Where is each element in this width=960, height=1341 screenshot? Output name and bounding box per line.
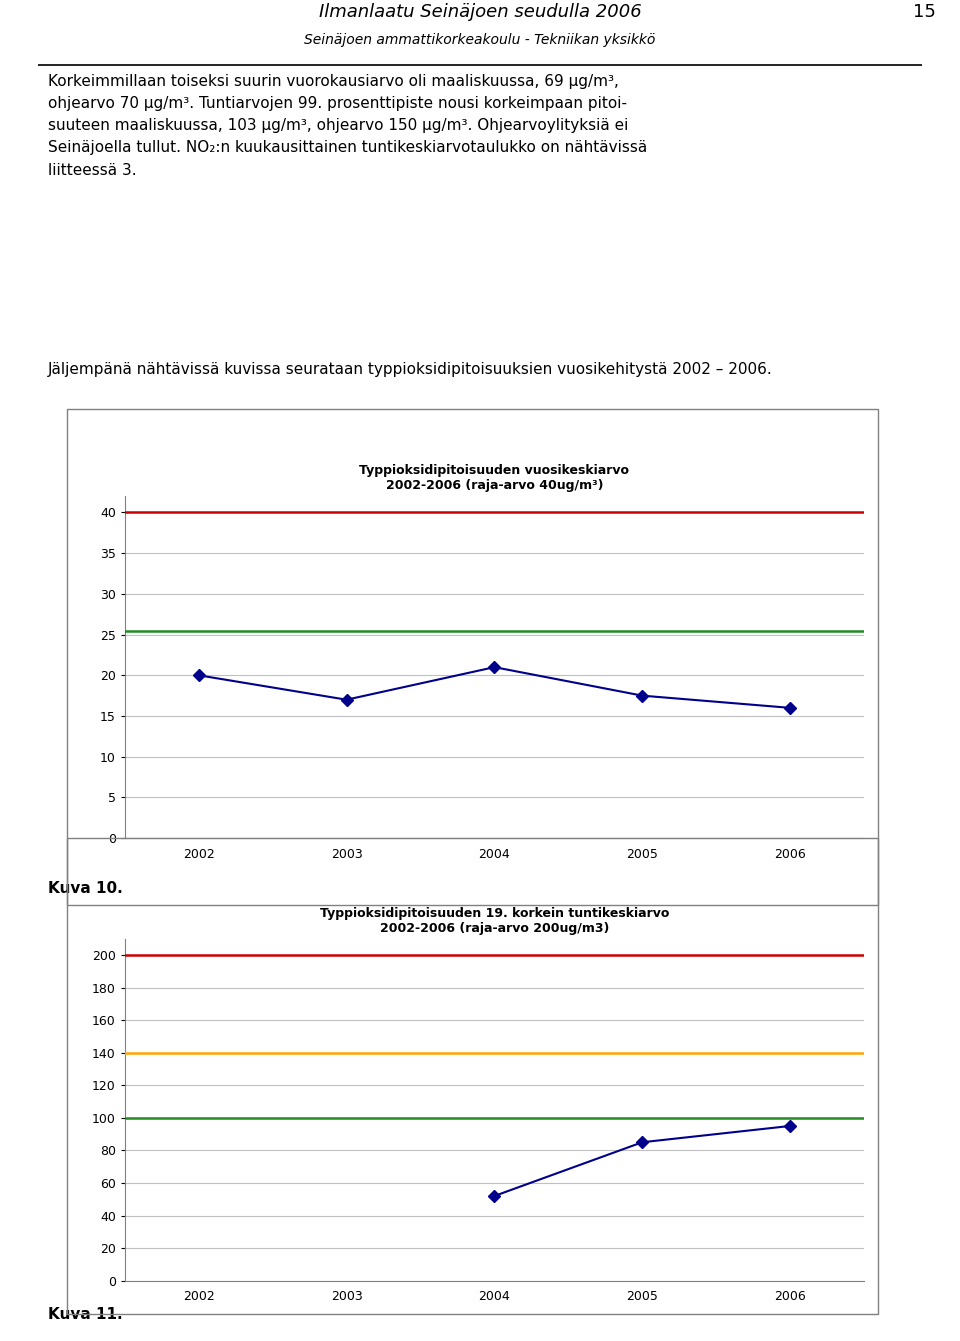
Text: 15: 15 xyxy=(913,3,936,21)
Text: Seinäjoen ammattikorkeakoulu - Tekniikan yksikkö: Seinäjoen ammattikorkeakoulu - Tekniikan… xyxy=(304,34,656,47)
Text: Korkeimmillaan toiseksi suurin vuorokausiarvo oli maaliskuussa, 69 μg/m³,
ohjear: Korkeimmillaan toiseksi suurin vuorokaus… xyxy=(48,74,647,177)
Text: Ilmanlaatu Seinäjoen seudulla 2006: Ilmanlaatu Seinäjoen seudulla 2006 xyxy=(319,3,641,21)
Text: Kuva 10.: Kuva 10. xyxy=(48,881,123,896)
Text: Kuva 11.: Kuva 11. xyxy=(48,1306,123,1322)
Title: Typpioksidipitoisuuden 19. korkein tuntikeskiarvo
2002-2006 (raja-arvo 200ug/m3): Typpioksidipitoisuuden 19. korkein tunti… xyxy=(320,907,669,935)
Text: Jäljempänä nähtävissä kuvissa seurataan typpioksidipitoisuuksien vuosikehitystä : Jäljempänä nähtävissä kuvissa seurataan … xyxy=(48,362,773,377)
Title: Typpioksidipitoisuuden vuosikeskiarvo
2002-2006 (raja-arvo 40ug/m³): Typpioksidipitoisuuden vuosikeskiarvo 20… xyxy=(359,464,630,492)
